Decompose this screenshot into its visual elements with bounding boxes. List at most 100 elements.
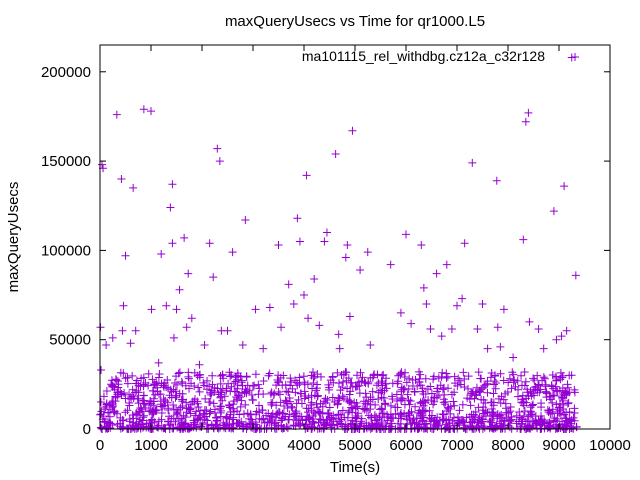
data-point	[289, 299, 298, 308]
data-point	[258, 406, 267, 415]
data-point	[216, 379, 225, 388]
data-point	[468, 158, 477, 167]
data-point	[386, 410, 395, 419]
data-point	[241, 420, 250, 429]
data-point	[560, 410, 569, 419]
data-point	[240, 389, 249, 398]
y-tick-label: 150000	[41, 153, 91, 170]
data-point	[460, 383, 469, 392]
data-point	[302, 415, 311, 424]
data-point	[453, 301, 461, 310]
data-point	[225, 401, 234, 410]
data-point	[381, 379, 390, 388]
data-point	[430, 394, 439, 403]
data-point	[223, 413, 232, 422]
x-axis: 0 1000 2000 3000 4000 5000 6000 7000 8000 9000 100…	[96, 45, 631, 454]
data-point	[126, 393, 135, 402]
data-point	[222, 384, 231, 393]
data-point	[306, 401, 315, 410]
data-point	[172, 372, 181, 381]
data-point	[485, 424, 494, 433]
data-point	[309, 373, 318, 382]
data-point	[194, 383, 203, 392]
data-point	[491, 371, 500, 380]
data-point	[519, 412, 528, 421]
data-point	[500, 416, 509, 425]
x-tick-label: 7000	[440, 437, 473, 454]
data-point	[477, 395, 486, 404]
data-point	[172, 380, 181, 389]
data-point	[241, 400, 250, 409]
data-point	[148, 375, 157, 384]
data-point	[119, 301, 128, 310]
data-point	[477, 374, 486, 383]
data-point	[175, 285, 184, 294]
data-point	[295, 237, 304, 246]
data-point	[444, 405, 453, 414]
data-point	[218, 384, 227, 393]
y-tick-label: 0	[83, 421, 91, 438]
data-point	[478, 415, 487, 424]
data-point	[208, 371, 217, 380]
data-point	[374, 395, 383, 404]
data-point	[200, 415, 209, 424]
data-point	[149, 394, 158, 403]
data-point	[361, 379, 370, 388]
data-point	[335, 344, 344, 353]
data-point	[121, 374, 130, 383]
data-point	[241, 216, 250, 225]
data-point	[555, 406, 564, 415]
x-tick-label: 0	[96, 437, 104, 454]
data-point	[404, 396, 413, 405]
data-point	[139, 380, 148, 389]
data-point	[196, 413, 205, 422]
data-point	[300, 394, 309, 403]
data-point	[102, 387, 111, 396]
data-point	[462, 413, 471, 422]
data-point	[489, 398, 498, 407]
data-point	[273, 378, 282, 387]
data-point	[167, 414, 176, 423]
data-point	[286, 381, 295, 390]
data-point	[492, 378, 501, 387]
data-point	[123, 406, 132, 415]
data-point	[213, 144, 222, 153]
data-point	[419, 283, 428, 292]
data-point	[164, 404, 173, 413]
data-point	[415, 377, 424, 386]
data-point	[337, 370, 346, 379]
data-point	[458, 400, 467, 409]
data-point	[313, 403, 322, 412]
data-point	[445, 419, 454, 428]
x-tick-label: 5000	[338, 437, 371, 454]
y-axis-label: maxQueryUsecs	[5, 182, 22, 293]
data-point	[421, 407, 430, 416]
data-point	[170, 379, 179, 388]
data-point	[237, 396, 246, 405]
data-point	[310, 274, 319, 283]
data-point	[248, 381, 257, 390]
data-point	[506, 407, 515, 416]
data-point	[96, 423, 105, 432]
data-point	[454, 416, 463, 425]
data-point	[348, 126, 357, 135]
data-point	[147, 305, 156, 314]
data-point	[131, 326, 140, 335]
data-point	[107, 376, 116, 385]
data-point	[184, 269, 193, 278]
x-tick-label: 1000	[134, 437, 167, 454]
data-point	[324, 380, 333, 389]
data-point	[417, 241, 426, 250]
data-point	[546, 409, 555, 418]
data-point	[552, 386, 561, 395]
data-point	[378, 409, 387, 418]
data-point	[488, 418, 497, 427]
data-point	[224, 401, 233, 409]
data-point	[157, 379, 166, 388]
data-point	[105, 412, 114, 421]
data-point	[104, 408, 113, 417]
data-point	[366, 341, 375, 350]
data-point	[559, 405, 568, 413]
data-point	[132, 410, 141, 419]
data-point	[534, 381, 543, 390]
